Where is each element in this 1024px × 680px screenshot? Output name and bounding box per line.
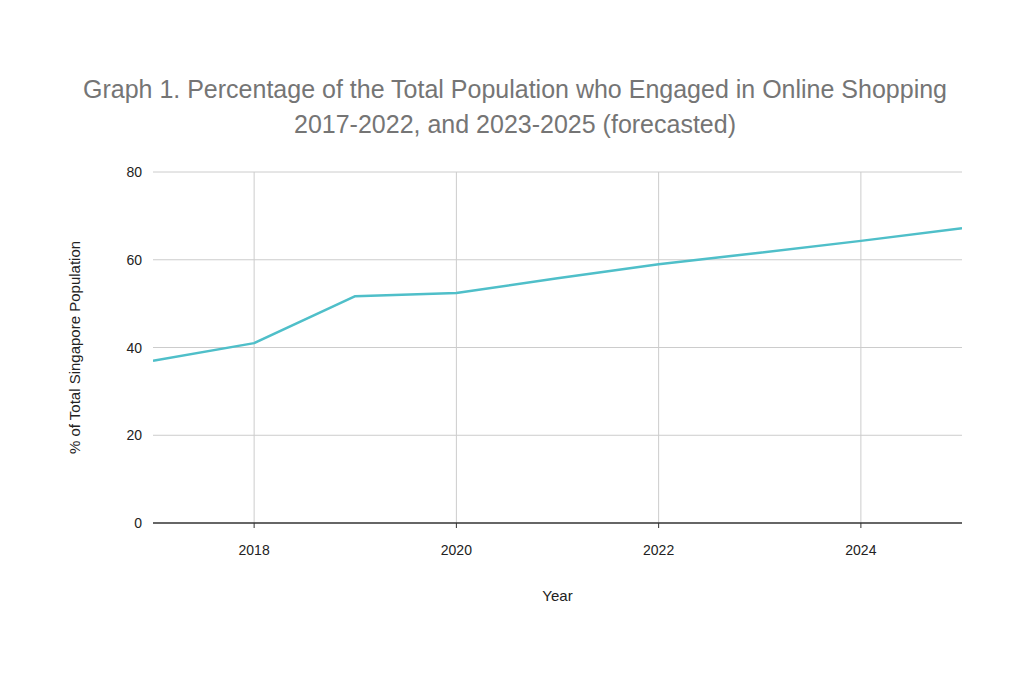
y-tick-label: 80 xyxy=(126,164,142,180)
chart: 0 20 40 60 80 2018 2020 2022 2024 Year % of Total … xyxy=(0,0,1024,680)
y-axis-title: % of Total Singapore Population xyxy=(66,241,83,454)
y-grid-line xyxy=(153,259,962,260)
y-tick-label: 40 xyxy=(126,340,142,356)
x-grid-line xyxy=(658,172,659,523)
grid xyxy=(153,172,962,523)
data-line xyxy=(153,228,962,361)
x-tick-label: 2022 xyxy=(643,542,674,558)
y-grid-line xyxy=(153,172,962,173)
x-grid-line xyxy=(456,172,457,523)
y-grid-line xyxy=(153,347,962,348)
data-group xyxy=(153,228,962,361)
x-grid-line xyxy=(860,172,861,523)
x-axis-line xyxy=(153,522,962,524)
x-grid-line xyxy=(254,172,255,523)
x-tick-label: 2020 xyxy=(441,542,472,558)
x-tick-label: 2024 xyxy=(845,542,876,558)
y-tick-label: 0 xyxy=(134,515,142,531)
y-grid-line xyxy=(153,435,962,436)
x-tick-label: 2018 xyxy=(239,542,270,558)
y-tick-label: 20 xyxy=(126,427,142,443)
chart-title: Graph 1. Percentage of the Total Populat… xyxy=(70,72,960,142)
x-axis-title: Year xyxy=(542,587,572,604)
y-tick-label: 60 xyxy=(126,252,142,268)
